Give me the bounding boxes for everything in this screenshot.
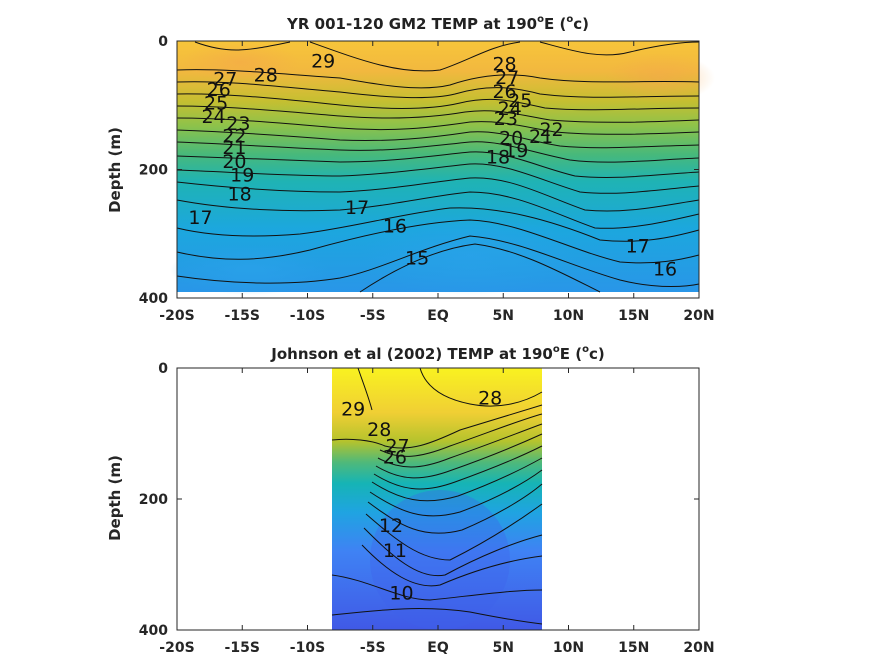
contour-label: 25: [508, 90, 532, 112]
y-tick-label: 400: [139, 623, 168, 639]
contour-label: 26: [492, 81, 516, 103]
contour-label: 28: [254, 64, 278, 86]
contour-label: 19: [230, 165, 254, 187]
temperature-field: [170, 41, 715, 295]
contour-label: 18: [228, 183, 252, 205]
y-tick-label: 0: [158, 361, 168, 377]
y-axis-label: Depth (m): [106, 455, 124, 541]
contour-label: 20: [499, 127, 523, 149]
x-tick-label: EQ: [427, 640, 449, 656]
chart-title: Johnson et al (2002) TEMP at 190oE (oc): [270, 344, 604, 363]
contour-label: 28: [367, 419, 391, 441]
x-tick-label: -10S: [290, 640, 325, 656]
contour-label: 29: [311, 50, 335, 72]
y-tick-label: 200: [139, 492, 168, 508]
contour-label: 23: [226, 113, 250, 135]
contour-label: 21: [222, 137, 246, 159]
x-tick-label: EQ: [427, 308, 449, 324]
contour-label: 17: [188, 207, 212, 229]
contour-label: 12: [379, 515, 403, 537]
contour-label: 27: [385, 435, 409, 457]
contour-label: 17: [626, 235, 650, 257]
contour-label: 28: [478, 387, 502, 409]
y-axis-ticks: 0 200 400: [139, 361, 699, 639]
x-tick-label: -5S: [360, 308, 386, 324]
contour-label: 22: [222, 125, 246, 147]
chart-title: YR 001-120 GM2 TEMP at 190oE (oc): [286, 14, 589, 33]
contour-label: 29: [341, 399, 365, 421]
x-tick-label: -20S: [159, 308, 194, 324]
contour-label: 28: [492, 53, 516, 75]
panel-model-temp: YR 001-120 GM2 TEMP at 190oE (oc): [106, 14, 715, 324]
contour-lines: [331, 367, 543, 625]
y-tick-label: 200: [139, 163, 168, 179]
x-tick-label: 10N: [553, 308, 584, 324]
x-tick-label: 5N: [493, 308, 514, 324]
contour-label: 23: [494, 108, 518, 130]
x-tick-label: 15N: [618, 308, 649, 324]
x-axis-ticks: -20S -15S -10S -5S EQ 5N 10N 15N 20N: [159, 368, 715, 656]
contour-label: 21: [529, 126, 553, 148]
x-tick-label: -15S: [225, 640, 260, 656]
contour-lines: [176, 41, 700, 293]
x-tick-label: 15N: [618, 640, 649, 656]
contour-label: 24: [201, 106, 225, 128]
contour-label: 27: [495, 67, 519, 89]
contour-label: 16: [653, 258, 677, 280]
y-axis-label: Depth (m): [106, 127, 124, 213]
y-axis-ticks: 0 200 400: [139, 34, 699, 307]
contour-label: 20: [222, 151, 246, 173]
x-tick-label: -20S: [159, 640, 194, 656]
x-tick-label: -5S: [360, 640, 386, 656]
x-tick-label: -10S: [290, 308, 325, 324]
y-tick-label: 0: [158, 34, 168, 50]
contour-label: 15: [405, 248, 429, 270]
contour-label: 22: [539, 119, 563, 141]
contour-label: 26: [207, 79, 231, 101]
contour-label: 11: [383, 540, 407, 562]
contour-label: 17: [345, 197, 369, 219]
x-tick-label: -15S: [225, 308, 260, 324]
y-tick-label: 400: [139, 291, 168, 307]
contour-label: 16: [383, 215, 407, 237]
contour-label: 25: [204, 93, 228, 115]
x-tick-label: 20N: [683, 308, 714, 324]
x-tick-label: 5N: [493, 640, 514, 656]
x-axis-ticks: -20S -15S -10S -5S EQ 5N 10N 15N 20N: [159, 41, 715, 324]
x-tick-label: 10N: [553, 640, 584, 656]
contour-label: 24: [498, 98, 522, 120]
contour-label: 27: [213, 68, 237, 90]
contour-label: 18: [486, 147, 510, 169]
contour-label: 26: [383, 446, 407, 468]
contour-label: 19: [504, 140, 528, 162]
panel-johnson-temp: Johnson et al (2002) TEMP at 190oE (oc) …: [106, 344, 715, 656]
x-tick-label: 20N: [683, 640, 714, 656]
contour-label: 10: [389, 583, 413, 605]
